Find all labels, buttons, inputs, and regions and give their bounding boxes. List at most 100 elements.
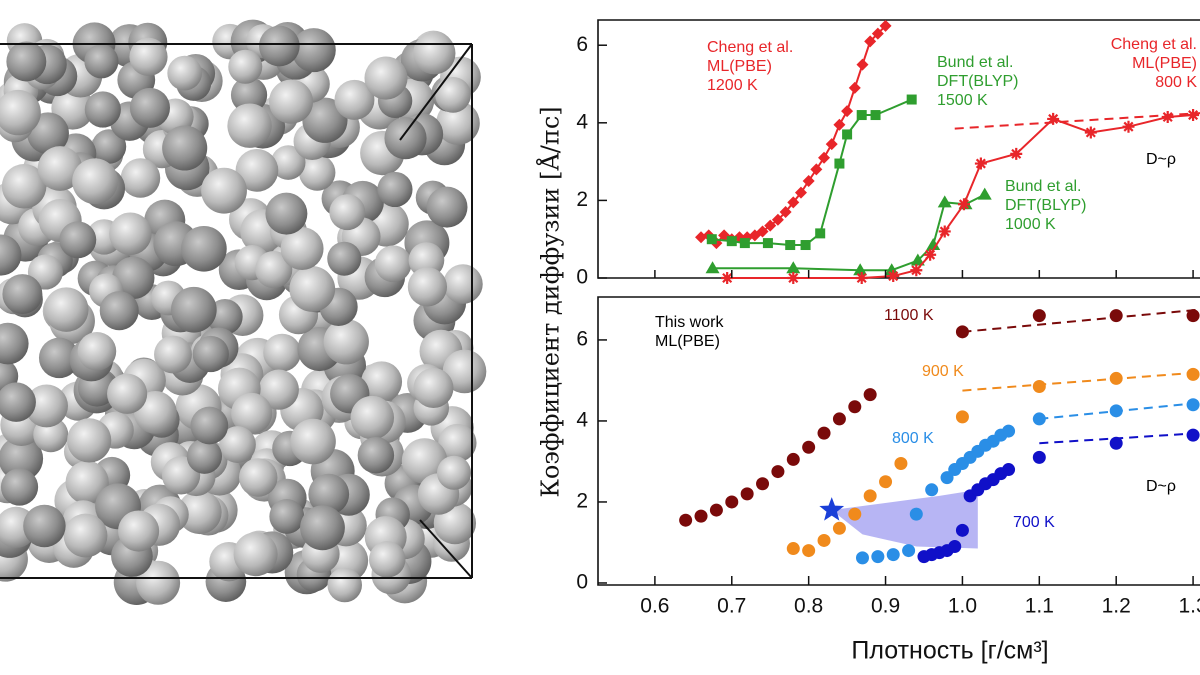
sphere [162, 125, 208, 171]
point [1002, 463, 1016, 477]
point [818, 151, 831, 164]
point [817, 533, 831, 547]
sphere [23, 504, 66, 548]
fit-line [954, 112, 1200, 130]
point [810, 163, 823, 176]
y-tick-label: 0 [576, 571, 588, 594]
annotation: 1500 K [937, 92, 988, 109]
sphere [231, 392, 273, 434]
sphere [300, 505, 345, 551]
sphere [6, 41, 47, 82]
point [925, 483, 939, 497]
point [894, 456, 908, 470]
point [938, 225, 951, 238]
point [842, 129, 853, 140]
sphere [84, 91, 121, 128]
point [887, 270, 900, 283]
annotation: 1000 K [1005, 216, 1056, 233]
point [832, 412, 846, 426]
point [1109, 436, 1123, 450]
sphere [77, 331, 117, 371]
point [1002, 424, 1016, 438]
annotation: DFT(BLYP) [937, 73, 1018, 90]
sphere [67, 418, 112, 463]
sphere [377, 171, 413, 208]
point [977, 187, 992, 200]
annotation: Bund et al. [1005, 178, 1082, 195]
point [864, 35, 877, 48]
sphere [443, 264, 483, 304]
charts: 0 2 4 6 Cheng et al. ML(PBE) 1200 K Bund et al.… [536, 19, 1200, 665]
point [771, 213, 784, 226]
annotation: 1100 K [884, 307, 934, 324]
sphere [230, 76, 268, 114]
point [853, 263, 868, 276]
sphere [327, 567, 363, 603]
point [884, 263, 899, 276]
point [879, 19, 892, 32]
point [825, 138, 838, 151]
point [817, 426, 831, 440]
sphere [0, 234, 22, 276]
x-tick-label: 0.7 [717, 595, 746, 618]
sphere [84, 44, 119, 79]
sphere [334, 79, 375, 120]
sphere [270, 145, 306, 180]
point [841, 105, 854, 118]
point [779, 206, 792, 219]
sphere [59, 221, 97, 259]
point [786, 542, 800, 556]
sphere [350, 395, 395, 440]
sphere [190, 406, 229, 445]
sphere [109, 212, 152, 255]
sphere [239, 458, 278, 497]
annotation: D~ρ [1146, 151, 1176, 168]
fit-line [962, 308, 1200, 333]
annotation: Cheng et al. [707, 39, 793, 56]
sphere [0, 436, 44, 481]
sphere [327, 241, 362, 276]
annotation: ML(PBE) [707, 58, 772, 75]
sphere [91, 129, 127, 164]
point [787, 196, 800, 209]
point [955, 410, 969, 424]
sphere [107, 373, 148, 414]
sphere [129, 37, 168, 76]
point [726, 236, 737, 247]
sphere [201, 167, 247, 214]
point [787, 272, 800, 284]
sphere [436, 101, 480, 145]
point [1122, 120, 1135, 133]
annotation: 800 K [1155, 74, 1197, 91]
point [1032, 309, 1046, 323]
series-line [711, 98, 913, 247]
point [834, 158, 845, 169]
sphere [413, 32, 456, 75]
point [906, 94, 917, 105]
point [871, 550, 885, 564]
y-tick-label: 2 [576, 188, 588, 211]
plot-frame [597, 19, 1200, 279]
point [771, 465, 785, 479]
sphere [129, 87, 170, 128]
point [937, 195, 952, 208]
sphere [364, 56, 408, 100]
annotation: D~ρ [1146, 478, 1176, 495]
sphere [118, 510, 160, 552]
sphere [192, 335, 229, 373]
chart: 0 2 4 6 0.6 0.7 0.8 0.9 1.0 1.1 1.2 1.3 This work ML(… [576, 270, 1200, 665]
sphere [63, 513, 108, 558]
point [705, 261, 720, 274]
sphere [2, 274, 43, 315]
sphere [298, 154, 336, 191]
sphere [181, 225, 227, 272]
annotation: 1200 K [707, 77, 758, 94]
y-axis-label: Коэффициент диффузии [Å/пс] [536, 106, 565, 497]
sphere [99, 291, 139, 331]
sphere [268, 79, 314, 124]
point [709, 503, 723, 517]
sphere [255, 250, 293, 289]
x-tick-label: 0.6 [640, 595, 669, 618]
sphere [37, 146, 83, 191]
point [1186, 428, 1200, 442]
